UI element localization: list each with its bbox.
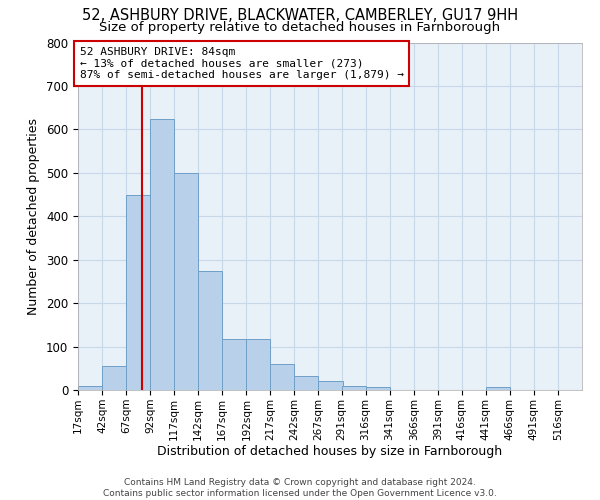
Bar (102, 366, 126, 390)
Bar (222, 338, 247, 390)
Bar (271, 364, 295, 390)
Bar (365, 387, 389, 390)
Bar (295, 376, 319, 390)
Bar (78, 386, 102, 390)
Bar (198, 270, 222, 390)
Bar (150, 118, 174, 390)
Text: 52, ASHBURY DRIVE, BLACKWATER, CAMBERLEY, GU17 9HH: 52, ASHBURY DRIVE, BLACKWATER, CAMBERLEY… (82, 8, 518, 22)
Bar (341, 386, 365, 390)
X-axis label: Distribution of detached houses by size in Farnborough: Distribution of detached houses by size … (157, 446, 503, 458)
Bar (486, 386, 510, 390)
Text: Size of property relative to detached houses in Farnborough: Size of property relative to detached ho… (100, 22, 500, 35)
Text: Contains HM Land Registry data © Crown copyright and database right 2024.
Contai: Contains HM Land Registry data © Crown c… (103, 478, 497, 498)
Y-axis label: Number of detached properties: Number of detached properties (28, 118, 40, 315)
Bar (319, 382, 343, 390)
Text: 52 ASHBURY DRIVE: 84sqm
← 13% of detached houses are smaller (273)
87% of semi-d: 52 ASHBURY DRIVE: 84sqm ← 13% of detache… (80, 47, 404, 80)
Bar (247, 338, 271, 390)
Bar (126, 194, 150, 390)
Bar (174, 173, 198, 390)
